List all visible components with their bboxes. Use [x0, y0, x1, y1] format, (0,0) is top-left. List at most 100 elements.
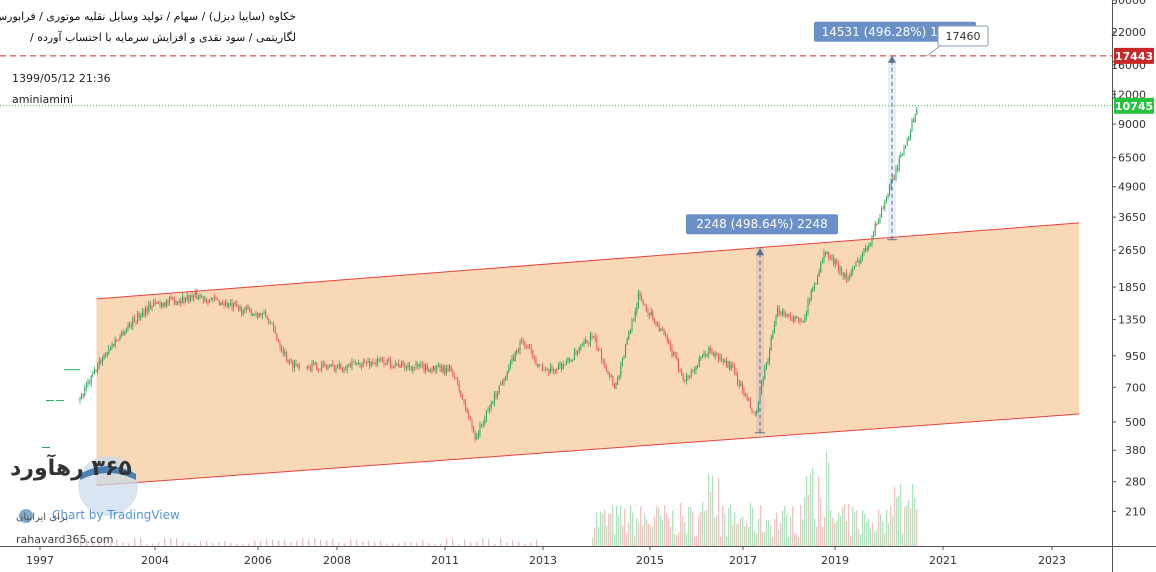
candle-body [220, 302, 222, 306]
candle-body [332, 364, 334, 366]
candle-body [109, 348, 111, 350]
volume-bar [742, 516, 744, 546]
volume-bar [604, 509, 606, 546]
candle-body [714, 353, 716, 357]
candle-body [244, 307, 246, 310]
candle-body [836, 260, 838, 263]
candle-body [652, 311, 654, 321]
volume-bar [826, 451, 828, 546]
candle-body [748, 399, 750, 401]
candle-body [213, 297, 215, 299]
candle-body [306, 366, 308, 369]
candle-body [644, 304, 646, 306]
candle-body [201, 296, 203, 298]
candle-body [732, 364, 734, 367]
candle-body [908, 137, 910, 141]
candle-body [594, 336, 596, 339]
candle-body [597, 348, 599, 351]
volume-bar [910, 508, 912, 546]
candle-body [124, 331, 126, 335]
candle-body [788, 313, 790, 315]
candle-body [599, 349, 601, 351]
candle-body [189, 295, 191, 302]
volume-bar [632, 512, 634, 546]
candle-body [477, 433, 479, 437]
candle-body [317, 370, 319, 371]
candle-body [868, 245, 870, 248]
candle-body [381, 359, 383, 361]
candle-body [754, 411, 756, 415]
candle-body [541, 363, 543, 370]
volume-bar [890, 506, 892, 546]
candle-body [386, 359, 388, 365]
candle-body [575, 351, 577, 353]
channel-lower-line [96, 413, 1080, 486]
candle-body [162, 303, 164, 307]
candle-body [282, 350, 284, 354]
candle-body [353, 360, 355, 362]
candle-body [607, 370, 609, 374]
candle-body [831, 257, 833, 259]
volume-bar [86, 539, 88, 546]
candle-body [689, 375, 691, 378]
y-tick-label: 1850 [1118, 281, 1146, 294]
candle-body [679, 369, 681, 371]
candle-body [105, 354, 107, 356]
volume-bar [666, 513, 668, 546]
volume-bar [416, 542, 418, 546]
volume-bar [758, 518, 760, 546]
candle-body [556, 369, 558, 370]
volume-bar [840, 515, 842, 546]
candle-body [895, 167, 897, 180]
y-tick-label: 6500 [1118, 152, 1146, 165]
y-tick-label: 1350 [1118, 314, 1146, 327]
candle-body [669, 344, 671, 348]
volume-bar [772, 537, 774, 546]
volume-bar [116, 539, 118, 546]
candle-body [295, 362, 297, 366]
candle-body [500, 383, 502, 386]
candle-body [561, 363, 563, 370]
volume-bar [832, 517, 834, 546]
candle-body [629, 329, 631, 332]
volume-bar [668, 517, 670, 546]
volume-bar [708, 474, 710, 546]
volume-bar [790, 516, 792, 546]
x-tick-label: 2006 [244, 554, 272, 567]
candle-body [321, 364, 323, 369]
candle-body [610, 376, 612, 378]
volume-bar [730, 504, 732, 546]
volume-bar [740, 518, 742, 546]
candle-body [793, 318, 795, 321]
candle-body [511, 357, 513, 362]
candle-body [530, 347, 532, 351]
candle-body [589, 335, 591, 344]
candle-body [428, 369, 430, 373]
volume-bar [512, 540, 514, 546]
volume-bar [682, 515, 684, 546]
volume-bar [278, 540, 280, 546]
candle-body [186, 295, 188, 299]
candle-body [677, 358, 679, 370]
candle-body [445, 368, 447, 374]
volume-bar [646, 519, 648, 546]
candle-body [365, 362, 367, 364]
volume-bar [750, 503, 752, 546]
volume-bar [176, 538, 178, 546]
volume-bar [104, 538, 106, 546]
volume-bar [464, 539, 466, 546]
volume-bar [200, 541, 202, 546]
volume-bar [744, 526, 746, 546]
candle-body [129, 324, 131, 326]
volume-bar [218, 542, 220, 546]
volume-bar [224, 541, 226, 546]
volume-bar [188, 542, 190, 546]
candle-body [621, 357, 623, 366]
candle-body [578, 347, 580, 351]
candle-body [538, 363, 540, 366]
rahavard-url[interactable]: rahavard365.com [16, 533, 114, 546]
candle-body [585, 339, 587, 343]
candle-body [762, 379, 764, 384]
candle-body [490, 403, 492, 409]
